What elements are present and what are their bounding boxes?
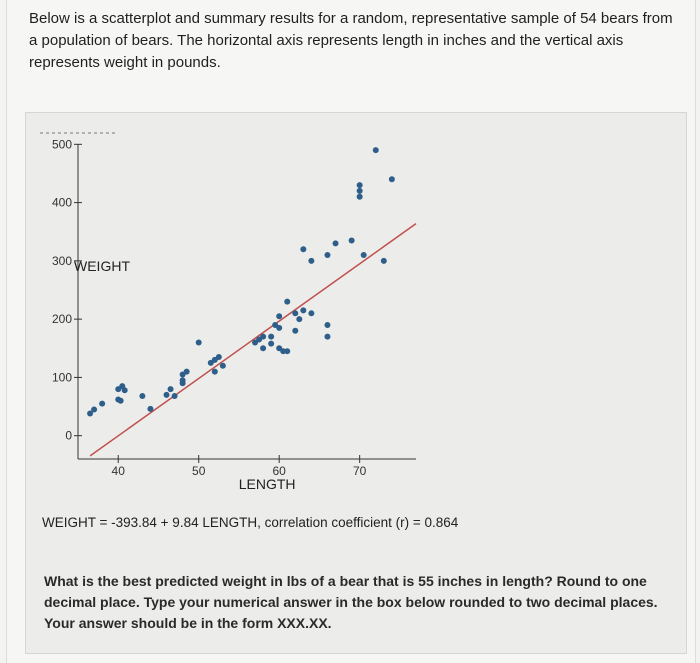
regression-line	[89, 223, 417, 457]
y-tick-label: 300	[52, 254, 72, 268]
x-axis-label: LENGTH	[239, 476, 296, 492]
data-point	[324, 252, 331, 259]
data-point	[332, 240, 339, 247]
x-tick-label: 50	[192, 464, 206, 478]
data-point	[372, 147, 379, 154]
data-point	[296, 316, 303, 323]
data-point	[268, 333, 275, 340]
y-tick-label: 500	[52, 137, 72, 151]
data-point	[260, 345, 267, 352]
y-tick-label: 100	[52, 370, 72, 384]
question-text: What is the best predicted weight in lbs…	[44, 573, 658, 631]
data-point	[276, 313, 283, 320]
data-point	[380, 257, 387, 264]
data-point	[356, 193, 363, 200]
data-point	[87, 410, 94, 417]
data-point	[99, 400, 106, 407]
data-point	[179, 371, 186, 378]
data-point	[147, 405, 154, 412]
data-point	[292, 310, 299, 317]
x-tick-label: 70	[353, 464, 367, 478]
data-point	[356, 182, 363, 189]
regression-equation: WEIGHT = -393.84 + 9.84 LENGTH, correlat…	[42, 515, 459, 530]
data-point	[139, 393, 146, 400]
data-point	[211, 368, 218, 375]
x-tick-label: 60	[273, 464, 287, 478]
data-point	[179, 380, 186, 387]
y-tick-label: 0	[65, 429, 72, 443]
data-point	[121, 387, 128, 394]
y-tick-label: 400	[52, 196, 72, 210]
data-point	[268, 340, 275, 347]
data-point	[171, 393, 178, 400]
problem-panel: Below is a scatterplot and summary resul…	[6, 0, 696, 663]
data-point	[211, 356, 218, 363]
x-tick-label: 40	[112, 464, 126, 478]
problem-intro: Below is a scatterplot and summary resul…	[29, 10, 673, 71]
data-point	[348, 237, 355, 244]
data-point	[167, 386, 174, 393]
figure: 0 100 200 300 400 500 40 50 60 70 WEIGHT LENGTH WEI…	[25, 112, 687, 654]
data-point	[300, 246, 307, 253]
y-tick-label: 200	[52, 312, 72, 326]
data-point	[195, 339, 202, 346]
data-point	[260, 333, 267, 340]
data-point	[163, 391, 170, 398]
data-point	[219, 362, 226, 369]
data-point	[284, 298, 291, 305]
data-point	[324, 321, 331, 328]
data-point	[356, 187, 363, 194]
data-point	[388, 176, 395, 183]
data-point	[292, 327, 299, 334]
data-point	[117, 397, 124, 404]
data-point	[300, 307, 307, 314]
data-point	[284, 348, 291, 355]
data-point	[276, 324, 283, 331]
y-axis-label: WEIGHT	[74, 258, 130, 274]
data-point	[91, 406, 98, 413]
data-point	[324, 333, 331, 340]
data-point	[308, 257, 315, 264]
data-point	[360, 252, 367, 259]
data-point	[308, 310, 315, 317]
scatterplot: 0 100 200 300 400 500 40 50 60 70 WEIGHT LENGTH	[40, 132, 417, 492]
